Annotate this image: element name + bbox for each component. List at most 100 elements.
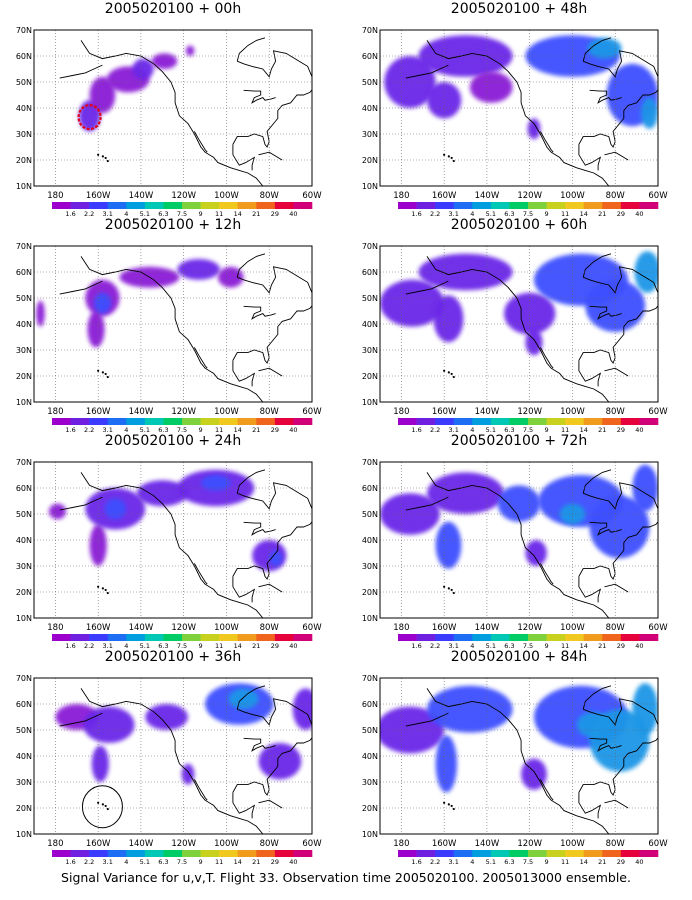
- colorbar-label: 7.5: [177, 858, 187, 864]
- y-tick-label: 60N: [362, 52, 378, 61]
- variance-blob: [634, 251, 658, 293]
- colorbar-swatch: [163, 634, 183, 641]
- coastline: [426, 688, 610, 834]
- y-tick-label: 30N: [362, 562, 378, 571]
- colorbar-swatch: [416, 418, 436, 425]
- x-tick-label: 160W: [86, 407, 111, 417]
- x-tick-label: 80W: [260, 623, 280, 633]
- y-tick-label: 70N: [362, 674, 378, 683]
- coastline: [194, 563, 208, 585]
- variance-blob: [132, 58, 154, 80]
- colorbar-label: 7.5: [177, 642, 187, 648]
- colorbar-label: 14: [234, 426, 242, 432]
- y-tick-label: 40N: [16, 104, 32, 113]
- map-svg: 10N 20N 30N 40N 50N 60N 70N 180 160W 140W 120W 100W…: [16, 674, 322, 864]
- variance-blob: [418, 253, 513, 291]
- island: [104, 804, 107, 808]
- y-tick-label: 30N: [362, 130, 378, 139]
- island: [104, 156, 107, 160]
- x-tick-label: 160W: [86, 623, 111, 633]
- colorbar-swatch: [398, 850, 417, 857]
- colorbar-swatch: [602, 850, 622, 857]
- coastline: [194, 347, 208, 369]
- y-tick-label: 50N: [16, 78, 32, 87]
- y-tick-label: 70N: [16, 458, 32, 467]
- plot-frame: [379, 245, 659, 403]
- x-tick-label: 180: [393, 407, 409, 417]
- variance-blob: [48, 503, 67, 520]
- colorbar-swatch: [274, 634, 294, 641]
- coastline: [583, 50, 658, 78]
- colorbar-swatch: [70, 634, 90, 641]
- colorbar-label: 14: [234, 858, 242, 864]
- colorbar-label: 11: [561, 642, 569, 648]
- colorbar-swatch: [435, 418, 455, 425]
- colorbar-swatch: [200, 202, 220, 209]
- coastline: [243, 521, 276, 536]
- colorbar-label: 4: [470, 210, 474, 216]
- colorbar-label: 4: [124, 426, 128, 432]
- map-panel: 2005020100 + 60h 10N 20N 30N 40N 50N 60N 70N 180…: [346, 216, 692, 432]
- colorbar-swatch: [509, 634, 529, 641]
- colorbar-label: 7.5: [523, 858, 533, 864]
- colorbar-label: 21: [252, 642, 260, 648]
- y-tick-label: 50N: [362, 510, 378, 519]
- colorbar-label: 5.1: [140, 426, 150, 432]
- panel-title: 2005020100 + 72h: [450, 433, 588, 449]
- colorbar-swatch: [565, 634, 585, 641]
- x-tick-label: 180: [47, 623, 63, 633]
- x-tick-label: 100W: [560, 407, 585, 417]
- colorbar-swatch: [70, 850, 90, 857]
- colorbar-swatch: [293, 634, 313, 641]
- coastline: [59, 280, 103, 295]
- variance-blob: [469, 71, 513, 103]
- panel-title: 2005020100 + 84h: [450, 649, 588, 665]
- colorbar-swatch: [256, 634, 276, 641]
- colorbar-swatch: [453, 634, 473, 641]
- variance-blob: [504, 292, 556, 335]
- colorbar-swatch: [126, 634, 146, 641]
- y-tick-label: 60N: [16, 700, 32, 709]
- x-tick-label: 120W: [517, 191, 542, 201]
- x-tick-label: 60W: [648, 407, 668, 417]
- coastline: [540, 779, 554, 801]
- panel-title: 2005020100 + 00h: [104, 1, 242, 17]
- colorbar-swatch: [528, 634, 547, 641]
- colorbar-label: 7.5: [523, 426, 533, 432]
- colorbar-swatch: [453, 418, 473, 425]
- map-svg: 10N 20N 30N 40N 50N 60N 70N 180 160W 140W 120W 100W…: [362, 26, 668, 216]
- panel-title: 2005020100 + 24h: [104, 433, 242, 449]
- colorbar-label: 1.6: [411, 210, 421, 216]
- x-tick-label: 160W: [432, 623, 457, 633]
- coastline: [578, 792, 602, 819]
- colorbar-swatch: [472, 418, 492, 425]
- coastline: [604, 583, 629, 593]
- x-tick-label: 60W: [648, 623, 668, 633]
- colorbar-label: 2.2: [84, 858, 94, 864]
- colorbar-label: 5.1: [486, 858, 496, 864]
- y-tick-label: 10N: [362, 182, 378, 191]
- variance-blob: [640, 97, 658, 129]
- variance-blob: [104, 498, 126, 520]
- coastline: [578, 576, 602, 603]
- variance-blob: [632, 464, 658, 512]
- y-tick-label: 30N: [16, 562, 32, 571]
- island: [104, 372, 107, 376]
- colorbar-swatch: [144, 850, 164, 857]
- panel-title: 2005020100 + 12h: [104, 217, 242, 233]
- y-tick-label: 40N: [16, 536, 32, 545]
- coastline: [540, 563, 554, 585]
- y-tick-label: 60N: [362, 268, 378, 277]
- coastline: [258, 583, 283, 593]
- island: [106, 375, 109, 379]
- colorbar-label: 2.2: [84, 642, 94, 648]
- coastline: [578, 305, 658, 364]
- variance-blob: [589, 709, 650, 772]
- colorbar-label: 5.1: [486, 210, 496, 216]
- x-tick-label: 180: [47, 191, 63, 201]
- island: [106, 807, 109, 811]
- x-tick-label: 160W: [86, 191, 111, 201]
- x-tick-label: 120W: [171, 191, 196, 201]
- coastline: [405, 712, 449, 727]
- colorbar-label: 21: [598, 858, 606, 864]
